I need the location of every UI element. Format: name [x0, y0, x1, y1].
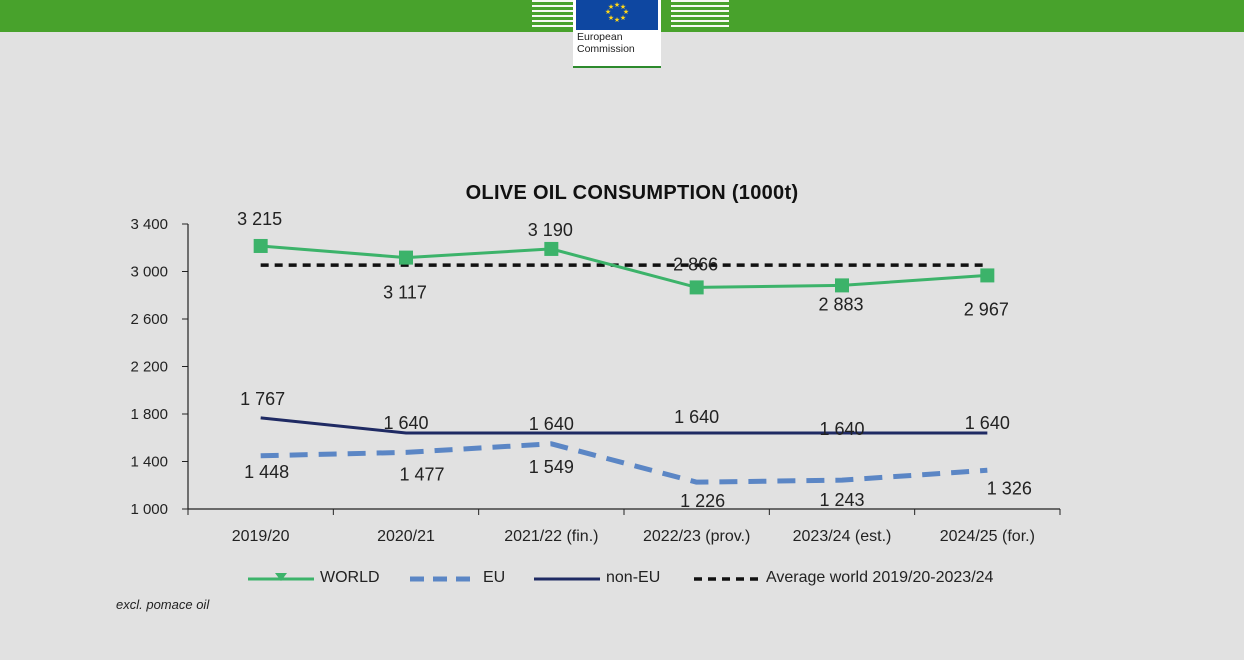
legend-swatch-world — [248, 573, 314, 581]
legend-label-eu: EU — [483, 569, 506, 586]
eu-flag-icon: ★ ★ ★ ★ ★ ★ ★ ★ — [576, 0, 658, 30]
data-label-world: 2 866 — [673, 254, 718, 274]
svg-text:★: ★ — [608, 14, 614, 22]
series-line-eu — [260, 441, 988, 485]
data-label-eu: 1 326 — [987, 478, 1032, 498]
footnote: excl. pomace oil — [116, 597, 210, 612]
x-tick-label: 2024/25 (for.) — [940, 528, 1035, 545]
legend-swatch-eu — [410, 576, 476, 582]
world-point — [835, 278, 849, 293]
data-label-eu: 1 243 — [819, 490, 864, 510]
data-label-world: 2 967 — [964, 299, 1009, 319]
series-line-world — [260, 244, 988, 289]
y-tick-label: 1 400 — [130, 454, 168, 471]
data-label-world: 3 190 — [528, 220, 573, 240]
x-tick-label: 2019/20 — [232, 528, 290, 545]
data-label-non-eu: 1 640 — [529, 414, 574, 434]
data-label-non-eu: 1 640 — [965, 413, 1010, 433]
y-tick-label: 1 800 — [130, 406, 168, 423]
x-tick-label: 2022/23 (prov.) — [643, 528, 750, 545]
logo-text: European Commission — [577, 31, 635, 55]
data-label-eu: 1 477 — [399, 464, 444, 484]
legend-swatch-non-eu — [534, 577, 600, 581]
data-label-eu: 1 226 — [680, 491, 725, 511]
legend-label-average: Average world 2019/20-2023/24 — [766, 569, 994, 586]
data-label-non-eu: 1 767 — [240, 389, 285, 409]
svg-text:★: ★ — [605, 8, 611, 16]
svg-text:★: ★ — [620, 3, 626, 11]
x-tick-label: 2021/22 (fin.) — [504, 528, 598, 545]
data-label-world: 3 117 — [383, 283, 427, 303]
world-point — [980, 268, 995, 283]
y-tick-label: 1 000 — [130, 501, 168, 518]
svg-text:★: ★ — [614, 16, 620, 24]
legend-label-world: WORLD — [320, 569, 380, 586]
series-line-non-eu — [260, 416, 988, 435]
legend-swatch-average — [694, 577, 760, 581]
chart-title: OLIVE OIL CONSUMPTION (1000t) — [465, 182, 799, 204]
data-label-world: 3 215 — [237, 209, 282, 229]
svg-text:★: ★ — [614, 1, 620, 9]
logo-box: ★ ★ ★ ★ ★ ★ ★ ★ European Commission — [573, 0, 661, 68]
y-tick-label: 3 000 — [130, 264, 168, 281]
legend-label-non-eu: non-EU — [606, 569, 661, 586]
logo-line-2: Commission — [577, 43, 635, 55]
x-tick-label: 2023/24 (est.) — [793, 528, 892, 545]
x-tick-label: 2020/21 — [377, 528, 435, 545]
data-label-non-eu: 1 640 — [819, 419, 864, 439]
y-tick-label: 3 400 — [130, 216, 168, 233]
data-label-eu: 1 549 — [529, 457, 574, 477]
world-point — [544, 241, 559, 256]
world-point — [253, 238, 268, 253]
data-label-world: 2 883 — [818, 294, 863, 314]
logo-line-1: European — [577, 31, 623, 43]
world-point — [689, 280, 704, 295]
svg-text:★: ★ — [608, 3, 614, 11]
y-tick-label: 2 600 — [130, 311, 168, 328]
data-label-eu: 1 448 — [244, 462, 289, 482]
data-label-non-eu: 1 640 — [383, 413, 428, 433]
data-label-non-eu: 1 640 — [674, 407, 719, 427]
logo-stripes-right — [671, 0, 729, 30]
european-commission-logo: ★ ★ ★ ★ ★ ★ ★ ★ European Commission — [532, 0, 732, 68]
y-tick-label: 2 200 — [130, 359, 168, 376]
svg-text:★: ★ — [623, 8, 629, 16]
world-point — [399, 250, 413, 265]
svg-text:★: ★ — [620, 14, 626, 22]
